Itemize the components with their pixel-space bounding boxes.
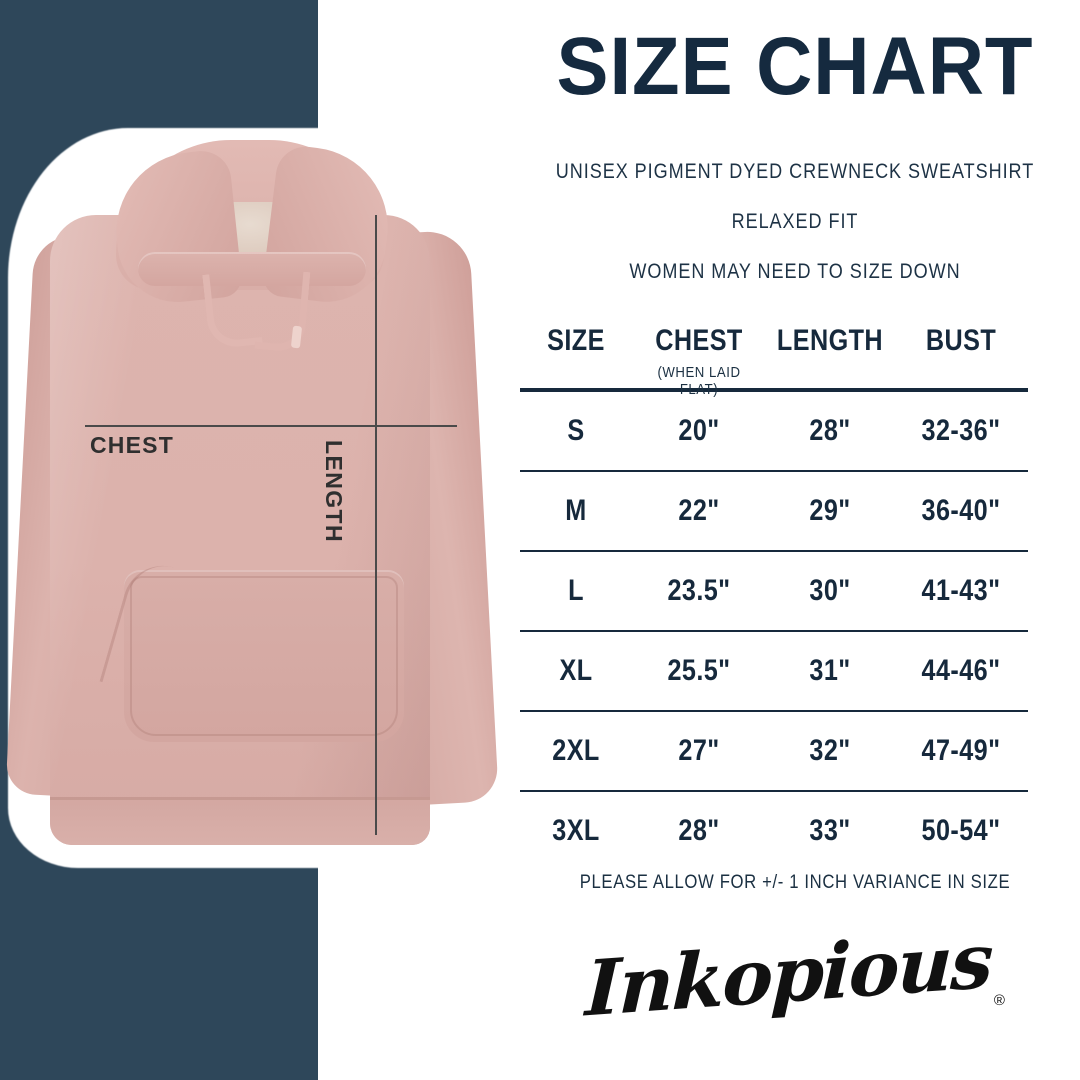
table-row-divider bbox=[520, 550, 1028, 552]
table-row-divider bbox=[520, 710, 1028, 712]
size-table: SIZE CHEST LENGTH BUST (WHEN LAID FLAT) … bbox=[520, 318, 1028, 870]
chest-laid-flat-note: (WHEN LAID FLAT) bbox=[657, 364, 741, 398]
cell-size: L bbox=[568, 574, 584, 607]
cell-length: 31" bbox=[809, 654, 851, 687]
cell-chest: 28" bbox=[678, 814, 720, 847]
cell-length: 29" bbox=[809, 494, 851, 527]
subtitle-fit: RELAXED FIT bbox=[731, 210, 859, 233]
table-header-row: SIZE CHEST LENGTH BUST (WHEN LAID FLAT) bbox=[520, 318, 1028, 398]
cell-size: M bbox=[565, 494, 587, 527]
registered-trademark-icon: ® bbox=[993, 992, 1005, 1009]
cell-size: 2XL bbox=[552, 734, 600, 767]
cell-bust: 36-40" bbox=[921, 494, 1001, 527]
cell-chest: 23.5" bbox=[667, 574, 731, 607]
length-measurement-line bbox=[375, 215, 377, 835]
table-row: M 22" 29" 36-40" bbox=[520, 472, 1028, 550]
table-row: 3XL 28" 33" 50-54" bbox=[520, 792, 1028, 870]
table-row: S 20" 28" 32-36" bbox=[520, 392, 1028, 470]
table-row: L 23.5" 30" 41-43" bbox=[520, 552, 1028, 630]
column-header-chest: CHEST bbox=[655, 324, 743, 357]
brand-name: Inkopious bbox=[583, 915, 993, 1034]
table-row-divider bbox=[520, 630, 1028, 632]
cell-chest: 20" bbox=[678, 414, 720, 447]
kangaroo-pocket bbox=[124, 570, 404, 742]
column-header-bust: BUST bbox=[925, 324, 997, 357]
chest-measurement-label: CHEST bbox=[90, 432, 174, 458]
cell-chest: 25.5" bbox=[667, 654, 731, 687]
cell-size: XL bbox=[559, 654, 593, 687]
brand-logo: Inkopious® bbox=[510, 916, 1080, 1034]
cell-length: 30" bbox=[809, 574, 851, 607]
cell-length: 28" bbox=[809, 414, 851, 447]
table-row-divider bbox=[520, 470, 1028, 472]
cell-length: 32" bbox=[809, 734, 851, 767]
page-title: SIZE CHART bbox=[556, 21, 1034, 112]
cell-bust: 50-54" bbox=[921, 814, 1001, 847]
cell-bust: 32-36" bbox=[921, 414, 1001, 447]
garment-image: CHEST LENGTH bbox=[0, 0, 510, 1080]
cell-size: S bbox=[567, 414, 585, 447]
table-header-rule bbox=[520, 388, 1028, 392]
variance-note: PLEASE ALLOW FOR +/- 1 INCH VARIANCE IN … bbox=[579, 872, 1011, 893]
table-row: XL 25.5" 31" 44-46" bbox=[520, 632, 1028, 710]
column-header-size: SIZE bbox=[547, 324, 605, 357]
cell-bust: 44-46" bbox=[921, 654, 1001, 687]
cell-size: 3XL bbox=[552, 814, 600, 847]
cell-chest: 27" bbox=[678, 734, 720, 767]
column-header-length: LENGTH bbox=[776, 324, 884, 357]
subtitle-sizing-advice: WOMEN MAY NEED TO SIZE DOWN bbox=[629, 260, 961, 283]
cell-bust: 47-49" bbox=[921, 734, 1001, 767]
chart-panel: SIZE CHART UNISEX PIGMENT DYED CREWNECK … bbox=[510, 0, 1080, 1080]
hoodie-illustration bbox=[5, 140, 499, 858]
subtitle-product: UNISEX PIGMENT DYED CREWNECK SWEATSHIRT bbox=[555, 160, 1035, 183]
table-row-divider bbox=[520, 790, 1028, 792]
cell-chest: 22" bbox=[678, 494, 720, 527]
length-measurement-label: LENGTH bbox=[321, 440, 347, 543]
chest-measurement-line bbox=[85, 425, 457, 427]
cell-length: 33" bbox=[809, 814, 851, 847]
neck-band bbox=[138, 252, 366, 286]
cell-bust: 41-43" bbox=[921, 574, 1001, 607]
table-row: 2XL 27" 32" 47-49" bbox=[520, 712, 1028, 790]
